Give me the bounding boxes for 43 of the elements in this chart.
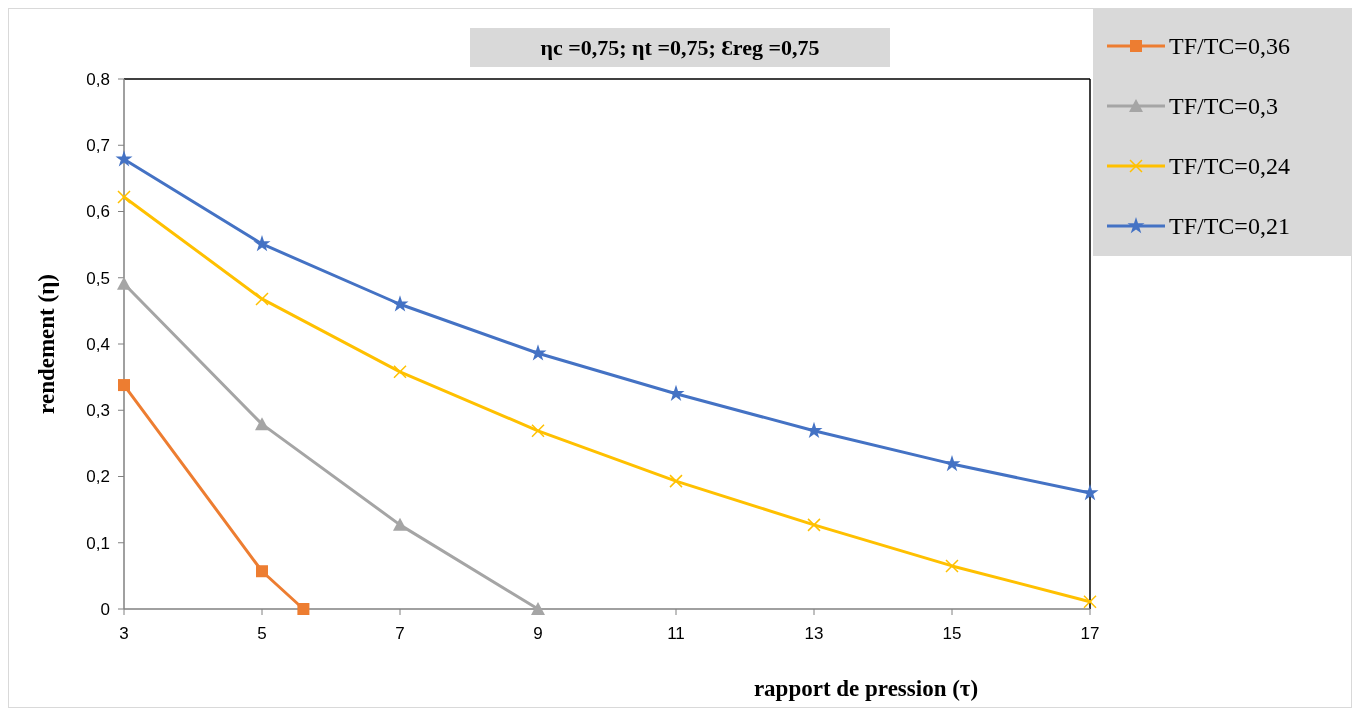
- point: [117, 190, 131, 204]
- point: [531, 424, 545, 438]
- y-tick-label: 0,4: [86, 334, 110, 354]
- x-tick-label: 7: [395, 624, 405, 643]
- x-tick-label: 3: [119, 624, 129, 643]
- point: [393, 365, 407, 379]
- point: [256, 565, 268, 578]
- legend-label: TF/TC=0,36: [1169, 33, 1290, 60]
- x-tick-label: 17: [1080, 624, 1100, 643]
- y-tick-label: 0,7: [86, 136, 110, 156]
- point: [255, 417, 269, 431]
- legend-label: TF/TC=0,3: [1169, 93, 1278, 120]
- y-tick-label: 0: [100, 599, 110, 619]
- point: [253, 235, 271, 252]
- point: [255, 292, 269, 306]
- y-tick-label: 0,2: [86, 467, 110, 487]
- point: [115, 150, 133, 167]
- y-tick-label: 0,6: [86, 202, 110, 222]
- y-tick-label: 0,8: [86, 69, 110, 89]
- point: [1083, 594, 1097, 609]
- x-tick-label: 9: [533, 624, 543, 643]
- point: [393, 517, 407, 531]
- x-tick-label: 15: [942, 624, 962, 643]
- y-axis-title: rendement (η): [34, 274, 59, 414]
- legend-label: TF/TC=0,21: [1169, 213, 1290, 240]
- y-tick-label: 0,3: [86, 401, 110, 421]
- y-tick-label: 0,5: [86, 268, 110, 288]
- point: [118, 379, 130, 392]
- point: [117, 276, 131, 290]
- x-tick-label: 11: [667, 624, 685, 643]
- point: [391, 295, 409, 312]
- point: [531, 602, 545, 615]
- chart-title: ηc =0,75; ηt =0,75; Ɛreg =0,75: [540, 35, 820, 60]
- x-axis-title: rapport de pression (τ): [753, 676, 979, 701]
- y-tick-label: 0,1: [86, 533, 110, 553]
- point: [945, 559, 959, 573]
- x-tick-label: 5: [257, 624, 267, 643]
- point: [807, 518, 821, 532]
- point: [669, 474, 683, 488]
- point: [297, 603, 310, 615]
- x-tick-label: 13: [804, 624, 824, 643]
- legend-label: TF/TC=0,24: [1169, 153, 1290, 180]
- point: [1081, 484, 1099, 501]
